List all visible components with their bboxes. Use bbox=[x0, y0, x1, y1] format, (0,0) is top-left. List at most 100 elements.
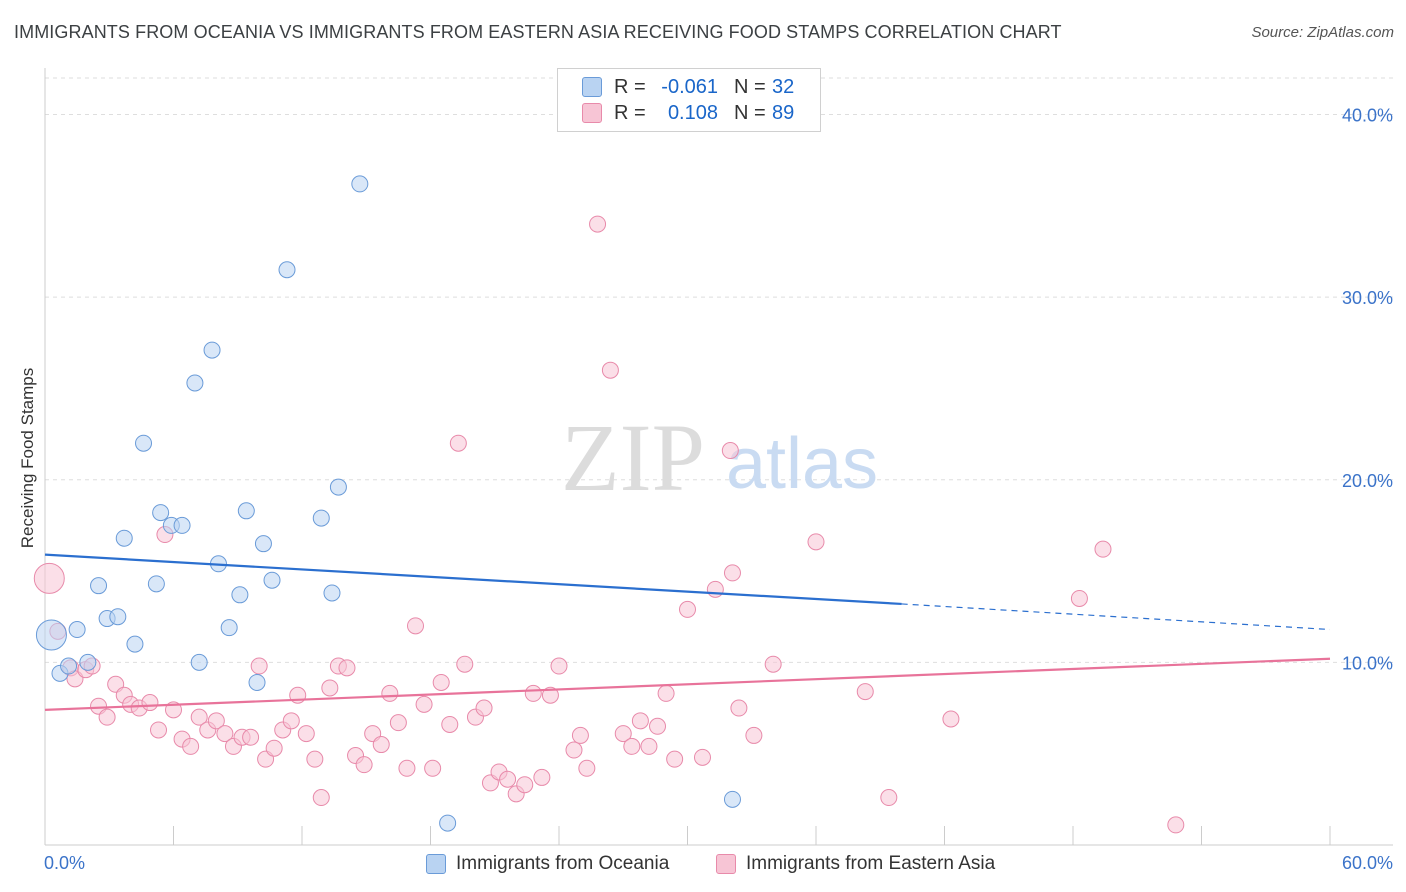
eastern-asia-point bbox=[216, 725, 234, 743]
eastern-asia-point bbox=[649, 717, 667, 735]
oceania-point bbox=[186, 374, 204, 392]
eastern-asia-point bbox=[242, 728, 260, 746]
watermark: ZIP atlas bbox=[561, 404, 878, 511]
eastern-asia-point bbox=[730, 699, 748, 717]
oceania-point bbox=[173, 516, 191, 534]
eastern-asia-point bbox=[355, 756, 373, 774]
eastern-asia-point bbox=[565, 741, 583, 759]
eastern-asia-point bbox=[449, 434, 467, 452]
eastern-asia-point bbox=[706, 580, 724, 598]
tick-labels: 10.0% 20.0% 30.0% 40.0% 0.0% 60.0% bbox=[44, 106, 1393, 873]
eastern-asia-point bbox=[150, 721, 168, 739]
eastern-asia-point bbox=[338, 659, 356, 677]
oceania-point bbox=[439, 814, 457, 832]
oceania-point bbox=[60, 657, 78, 675]
trend-lines bbox=[44, 553, 1331, 711]
bottom-legend-eastern-asia: Immigrants from Eastern Asia bbox=[716, 851, 995, 877]
oceania-point bbox=[109, 608, 127, 626]
eastern-asia-point bbox=[415, 695, 433, 713]
eastern-asia-point bbox=[614, 725, 632, 743]
watermark-zip: ZIP bbox=[561, 404, 705, 511]
oceania-point bbox=[323, 584, 341, 602]
eastern-asia-point bbox=[807, 533, 825, 551]
legend-r-label: R = bbox=[614, 75, 646, 98]
oceania-point bbox=[79, 653, 97, 671]
correlation-legend: R = -0.061 N = 32 R = 0.108 N = 89 bbox=[557, 68, 821, 132]
legend-n-label: N = bbox=[734, 75, 766, 98]
eastern-asia-point bbox=[721, 442, 739, 460]
y-axis-label: Receiving Food Stamps bbox=[18, 368, 37, 548]
bottom-legend-label-oceania: Immigrants from Oceania bbox=[456, 853, 670, 874]
legend-n-value: 32 bbox=[772, 75, 795, 98]
eastern-asia-point bbox=[398, 759, 416, 777]
eastern-asia-point bbox=[550, 657, 568, 675]
eastern-asia-point bbox=[631, 712, 649, 730]
eastern-asia-point bbox=[312, 789, 330, 807]
eastern-asia-point bbox=[321, 679, 339, 697]
eastern-asia-point bbox=[623, 737, 641, 755]
eastern-asia-point bbox=[589, 215, 607, 233]
oceania-point bbox=[254, 535, 272, 553]
eastern-asia-point bbox=[524, 684, 542, 702]
eastern-asia-point bbox=[372, 736, 390, 754]
eastern-asia-point bbox=[571, 726, 589, 744]
eastern-asia-point bbox=[389, 714, 407, 732]
eastern-asia-point bbox=[250, 657, 268, 675]
series-oceania bbox=[35, 175, 741, 832]
eastern-asia-point bbox=[424, 759, 442, 777]
oceania-point bbox=[203, 341, 221, 359]
oceania-point bbox=[115, 529, 133, 547]
eastern-asia-point bbox=[533, 768, 551, 786]
bottom-legend-swatch-eastern-asia bbox=[716, 854, 736, 874]
chart-title: IMMIGRANTS FROM OCEANIA VS IMMIGRANTS FR… bbox=[14, 22, 1062, 42]
oceania-point bbox=[126, 635, 144, 653]
eastern-asia-point bbox=[657, 684, 675, 702]
eastern-asia-point bbox=[578, 759, 596, 777]
oceania-trend-extension bbox=[901, 603, 1331, 631]
eastern-asia-point bbox=[723, 564, 741, 582]
y-tick-label: 30.0% bbox=[1342, 288, 1393, 308]
eastern-asia-point bbox=[98, 708, 116, 726]
eastern-asia-point bbox=[182, 737, 200, 755]
oceania-point bbox=[329, 478, 347, 496]
legend-r-label: R = bbox=[614, 101, 646, 124]
eastern-asia-point bbox=[1070, 589, 1088, 607]
oceania-point bbox=[220, 619, 238, 637]
eastern-asia-point bbox=[1094, 540, 1112, 558]
bottom-legend-label-eastern-asia: Immigrants from Eastern Asia bbox=[746, 853, 996, 874]
eastern-asia-point bbox=[207, 712, 225, 730]
bottom-legend-swatch-oceania bbox=[426, 854, 446, 874]
legend-row-oceania: R = -0.061 N = 32 bbox=[582, 75, 794, 99]
eastern-asia-point bbox=[141, 694, 159, 712]
oceania-point bbox=[135, 434, 153, 452]
gridlines bbox=[45, 77, 1393, 663]
y-tick-label: 20.0% bbox=[1342, 471, 1393, 491]
eastern-asia-point bbox=[601, 361, 619, 379]
legend-n-value: 89 bbox=[772, 101, 795, 124]
axes bbox=[44, 68, 1393, 846]
eastern-asia-trend-line bbox=[44, 657, 1331, 711]
x-tick-label: 0.0% bbox=[44, 853, 85, 873]
legend-swatch-eastern-asia bbox=[582, 103, 602, 123]
eastern-asia-point bbox=[745, 726, 763, 744]
legend-row-eastern-asia: R = 0.108 N = 89 bbox=[582, 101, 794, 125]
oceania-point bbox=[190, 653, 208, 671]
eastern-asia-point bbox=[306, 750, 324, 768]
eastern-asia-point bbox=[297, 725, 315, 743]
eastern-asia-point bbox=[516, 776, 534, 794]
oceania-point bbox=[90, 577, 108, 595]
eastern-asia-point bbox=[679, 600, 696, 618]
watermark-atlas: atlas bbox=[726, 424, 878, 504]
legend-r-value: -0.061 bbox=[661, 75, 718, 98]
oceania-point bbox=[35, 619, 67, 651]
eastern-asia-point bbox=[1167, 816, 1185, 834]
legend-swatch-oceania bbox=[582, 77, 602, 97]
oceania-point bbox=[263, 571, 281, 589]
oceania-point bbox=[237, 502, 255, 520]
series-eastern-asia bbox=[33, 215, 1185, 834]
eastern-asia-point bbox=[499, 770, 517, 788]
oceania-point bbox=[723, 790, 741, 808]
oceania-point bbox=[351, 175, 369, 193]
eastern-asia-point bbox=[666, 750, 684, 768]
